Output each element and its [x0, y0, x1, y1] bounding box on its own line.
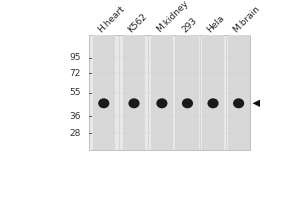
- Bar: [228, 35, 250, 150]
- Text: 28: 28: [69, 129, 80, 138]
- Ellipse shape: [182, 98, 193, 108]
- Ellipse shape: [128, 98, 140, 108]
- Bar: [123, 35, 145, 150]
- Ellipse shape: [208, 98, 219, 108]
- Ellipse shape: [233, 98, 244, 108]
- Ellipse shape: [156, 98, 167, 108]
- Text: M.kidney: M.kidney: [154, 0, 190, 34]
- Bar: [89, 35, 250, 150]
- Text: 293: 293: [180, 16, 198, 34]
- Text: 36: 36: [69, 112, 80, 121]
- Bar: [151, 35, 173, 150]
- Text: Hela: Hela: [206, 13, 226, 34]
- Text: M.brain: M.brain: [231, 4, 262, 34]
- Text: K562: K562: [127, 11, 149, 34]
- Bar: [202, 35, 224, 150]
- Text: 95: 95: [69, 53, 80, 62]
- Bar: [93, 35, 115, 150]
- Ellipse shape: [98, 98, 109, 108]
- Text: H.heart: H.heart: [96, 4, 127, 34]
- Bar: [176, 35, 199, 150]
- Text: 72: 72: [69, 69, 80, 78]
- Polygon shape: [253, 100, 260, 107]
- Text: 55: 55: [69, 88, 80, 97]
